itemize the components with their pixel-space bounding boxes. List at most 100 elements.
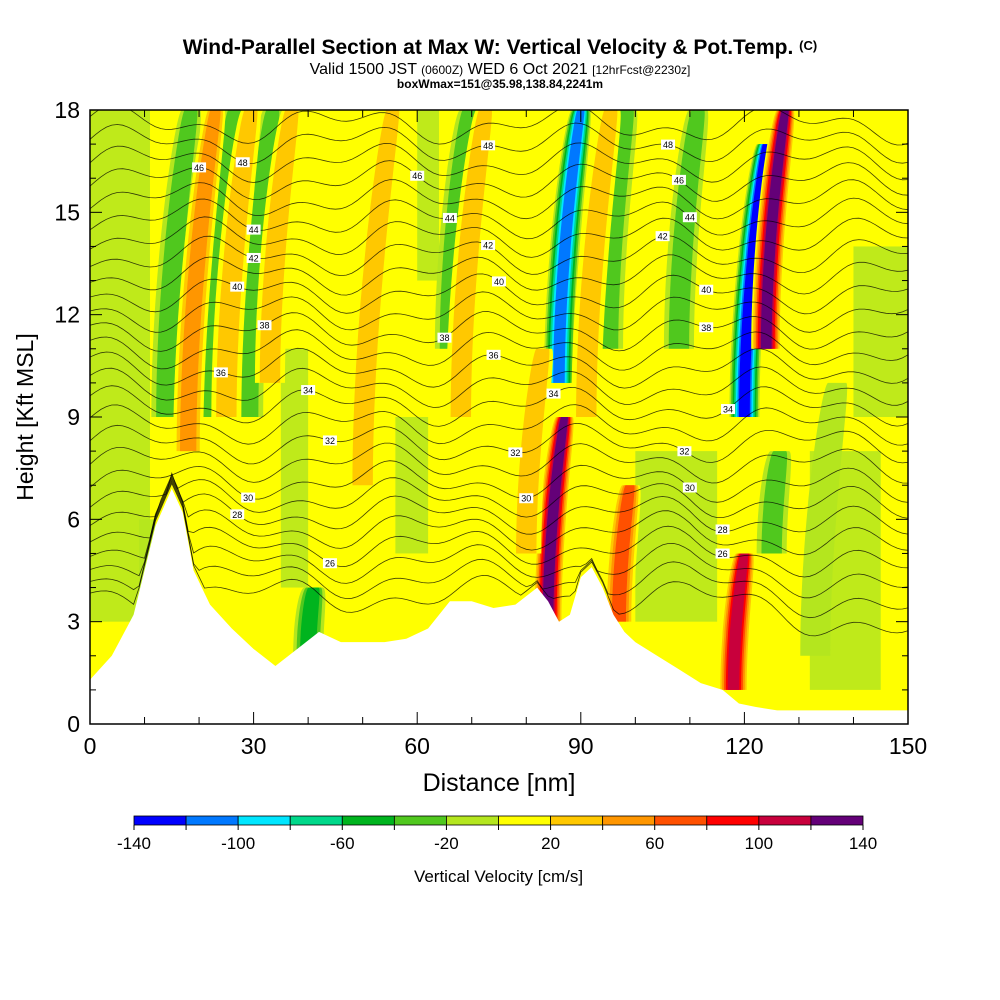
updraft-plume — [611, 485, 635, 622]
contour-label: 46 — [674, 175, 684, 185]
x-tick-label: 0 — [84, 733, 97, 759]
contour-label: 38 — [701, 323, 711, 333]
colorbar-tick-label: 20 — [541, 834, 560, 853]
colorbar-tick-label: 100 — [745, 834, 773, 853]
contour-label: 32 — [679, 447, 689, 457]
contour-label: 42 — [249, 253, 259, 263]
contour-label-bg — [230, 509, 245, 520]
theta-contour-line — [90, 160, 908, 202]
downdraft-plume — [668, 110, 705, 349]
downdraft-plume — [761, 451, 788, 554]
contour-label-bg — [655, 231, 670, 242]
colorbar-swatch — [185, 815, 239, 826]
terrain-fill — [90, 488, 908, 724]
contour-label-bg — [671, 174, 686, 185]
contour-label: 28 — [232, 510, 242, 520]
colorbar-label: Vertical Velocity [cm/s] — [414, 867, 583, 886]
contour-label: 30 — [243, 493, 253, 503]
subtitle-valid: Valid 1500 JST — [309, 61, 417, 78]
contour-label-bg — [235, 157, 250, 168]
colorbar-swatch — [706, 815, 760, 826]
y-tick-label: 6 — [67, 506, 80, 532]
contour-label-bg — [322, 435, 337, 446]
contour-label-bg — [246, 252, 261, 263]
colorbar: -140 -100 -60 -20 20 60 100 140 Vertical Velocit… — [117, 815, 877, 886]
theta-contour-line — [90, 471, 908, 519]
x-tick-label: 30 — [241, 733, 267, 759]
chart-subtitle: Valid 1500 JST (0600Z) WED 6 Oct 2021 [1… — [0, 61, 1000, 79]
colorbar-swatch — [550, 815, 604, 826]
weak-downdraft-patch — [417, 110, 440, 281]
contour-label: 34 — [723, 405, 733, 415]
theta-contour-line — [90, 475, 908, 556]
contour-label-bg — [486, 349, 501, 360]
updraft-plume — [180, 110, 221, 452]
updraft-plume — [352, 110, 400, 486]
colorbar-tick-label: -20 — [434, 834, 459, 853]
contour-label-bg — [410, 170, 425, 181]
subtitle-date: WED 6 Oct 2021 — [467, 61, 588, 78]
y-tick-label: 12 — [54, 302, 80, 328]
colorbar-swatch — [810, 815, 864, 826]
contour-label: 40 — [701, 285, 711, 295]
contour-label-bg — [699, 284, 714, 295]
theta-contour-line — [90, 460, 908, 503]
downdraft-plume — [156, 110, 198, 417]
theta-contour-line — [90, 291, 908, 333]
theta-contour-line — [90, 474, 908, 535]
downdraft-plume — [597, 110, 634, 349]
contour-label-bg — [213, 367, 228, 378]
theta-contour-line — [90, 477, 908, 578]
updraft-plume — [760, 110, 789, 349]
contour-label: 44 — [249, 225, 259, 235]
y-tick-label: 18 — [54, 97, 80, 123]
colorbar-swatch — [654, 815, 708, 826]
contour-label: 38 — [259, 321, 269, 331]
contour-label-bg — [519, 493, 534, 504]
contour-label-bg — [481, 140, 496, 151]
theta-contour-line — [90, 480, 908, 619]
contour-label-bg — [677, 446, 692, 457]
theta-contour-line — [90, 404, 908, 446]
x-tick-label: 150 — [889, 733, 927, 759]
subtitle-box: boxWmax=151@35.98,138.84,2241m — [396, 77, 604, 91]
contour-label-bg — [257, 320, 272, 331]
contour-label: 36 — [216, 368, 226, 378]
colorbar-swatch — [393, 815, 447, 826]
contour-label-bg — [699, 322, 714, 333]
contour-label-bg — [721, 404, 736, 415]
chart-title: Wind-Parallel Section at Max W: Vertical… — [0, 36, 1000, 60]
chart-title-unit: (C) — [799, 38, 818, 53]
colorbar-tick-label: 60 — [645, 834, 664, 853]
theta-contour-line — [90, 366, 908, 408]
colorbar-tick-label: 140 — [849, 834, 877, 853]
contour-label: 30 — [685, 483, 695, 493]
colorbar-swatch — [133, 815, 187, 826]
x-tick-label: 90 — [568, 733, 594, 759]
colorbar-swatch — [341, 815, 395, 826]
x-axis-label: Distance [nm] — [423, 769, 576, 797]
contour-label-bg — [546, 388, 561, 399]
y-tick-label: 9 — [67, 404, 80, 430]
contour-label: 26 — [325, 559, 335, 569]
contour-label-bg — [682, 482, 697, 493]
theta-contour-line — [90, 254, 908, 296]
contour-label: 28 — [718, 525, 728, 535]
contour-label: 48 — [663, 140, 673, 150]
theta-contour-line — [90, 482, 908, 637]
contour-label: 44 — [685, 213, 695, 223]
updraft-plume — [727, 553, 749, 690]
contour-label: 30 — [521, 494, 531, 504]
updraft-plume — [216, 110, 258, 417]
colorbar-swatch — [758, 815, 812, 826]
subtitle-utc: (0600Z) — [421, 63, 464, 77]
colorbar-swatch — [237, 815, 291, 826]
theta-contour-line — [90, 122, 908, 165]
contour-label: 36 — [489, 350, 499, 360]
theta-contour-line — [90, 442, 908, 484]
contour-label-bg — [715, 548, 730, 559]
contour-label-bg — [682, 212, 697, 223]
contour-label-bg — [192, 162, 207, 173]
contour-label-bg — [661, 139, 676, 150]
